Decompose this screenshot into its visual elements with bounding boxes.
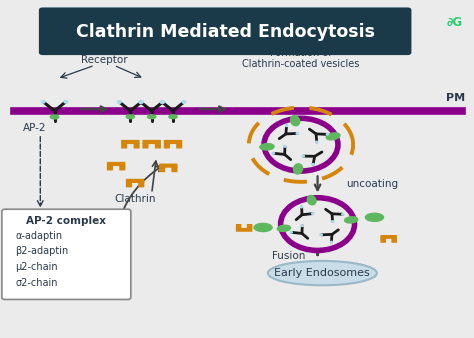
FancyBboxPatch shape — [159, 164, 177, 168]
FancyBboxPatch shape — [392, 238, 397, 243]
Circle shape — [118, 101, 121, 103]
Circle shape — [342, 214, 344, 215]
FancyBboxPatch shape — [159, 167, 165, 172]
FancyBboxPatch shape — [247, 224, 252, 229]
FancyBboxPatch shape — [121, 140, 140, 144]
Ellipse shape — [260, 144, 274, 150]
FancyBboxPatch shape — [107, 165, 113, 170]
Ellipse shape — [268, 261, 377, 285]
Ellipse shape — [50, 115, 59, 119]
Text: Formation of
Clathrin-coated vesicles: Formation of Clathrin-coated vesicles — [242, 48, 360, 69]
Circle shape — [272, 152, 274, 154]
Circle shape — [330, 241, 332, 243]
FancyBboxPatch shape — [126, 179, 145, 183]
FancyBboxPatch shape — [172, 167, 177, 172]
Text: ∂G: ∂G — [447, 16, 463, 28]
FancyBboxPatch shape — [380, 235, 397, 239]
Circle shape — [182, 101, 186, 103]
Ellipse shape — [169, 115, 177, 119]
FancyBboxPatch shape — [236, 228, 252, 232]
FancyBboxPatch shape — [126, 182, 132, 187]
FancyBboxPatch shape — [138, 182, 145, 187]
Circle shape — [301, 225, 303, 226]
Circle shape — [139, 101, 143, 103]
Text: AP-2: AP-2 — [23, 123, 46, 134]
Circle shape — [41, 100, 45, 103]
Text: PM: PM — [447, 93, 465, 103]
Circle shape — [160, 101, 164, 103]
Text: μ2-chain: μ2-chain — [15, 262, 58, 272]
Text: α-adaptin: α-adaptin — [15, 231, 62, 241]
Text: AP-2 complex: AP-2 complex — [27, 216, 106, 226]
Text: uncoating: uncoating — [346, 178, 398, 189]
Text: σ2-chain: σ2-chain — [15, 278, 58, 288]
Ellipse shape — [277, 225, 291, 232]
Text: Clathrin: Clathrin — [114, 194, 156, 204]
FancyBboxPatch shape — [380, 238, 386, 243]
Text: Early Endosomes: Early Endosomes — [274, 268, 370, 278]
Text: Clathrin Mediated Endocytosis: Clathrin Mediated Endocytosis — [76, 23, 374, 41]
FancyBboxPatch shape — [121, 143, 127, 148]
Ellipse shape — [126, 115, 135, 119]
Circle shape — [331, 221, 334, 222]
FancyBboxPatch shape — [155, 143, 161, 148]
FancyBboxPatch shape — [2, 209, 131, 299]
Text: β2-adaptin: β2-adaptin — [15, 246, 68, 257]
FancyBboxPatch shape — [164, 143, 170, 148]
Circle shape — [161, 101, 164, 103]
FancyBboxPatch shape — [119, 165, 125, 170]
Circle shape — [290, 232, 292, 233]
Ellipse shape — [147, 115, 156, 119]
FancyBboxPatch shape — [107, 162, 125, 166]
FancyBboxPatch shape — [134, 143, 140, 148]
FancyBboxPatch shape — [142, 140, 161, 144]
Ellipse shape — [307, 195, 316, 205]
Ellipse shape — [365, 213, 383, 221]
Ellipse shape — [254, 223, 272, 232]
Circle shape — [311, 213, 314, 214]
Circle shape — [296, 132, 299, 134]
FancyBboxPatch shape — [39, 7, 411, 55]
Circle shape — [316, 141, 318, 143]
Circle shape — [326, 134, 328, 135]
Text: Fusion: Fusion — [272, 251, 305, 261]
Circle shape — [302, 155, 304, 157]
FancyBboxPatch shape — [142, 143, 148, 148]
Circle shape — [284, 145, 286, 147]
Text: Receptor: Receptor — [81, 55, 128, 65]
Circle shape — [312, 164, 314, 165]
Ellipse shape — [345, 217, 358, 223]
Circle shape — [301, 206, 303, 208]
FancyBboxPatch shape — [236, 224, 241, 229]
Circle shape — [139, 101, 143, 103]
Circle shape — [285, 125, 288, 127]
Circle shape — [64, 100, 68, 103]
Ellipse shape — [326, 133, 340, 140]
Ellipse shape — [293, 164, 302, 174]
Ellipse shape — [291, 116, 300, 126]
Circle shape — [320, 234, 322, 236]
FancyBboxPatch shape — [164, 140, 182, 144]
FancyBboxPatch shape — [176, 143, 182, 148]
